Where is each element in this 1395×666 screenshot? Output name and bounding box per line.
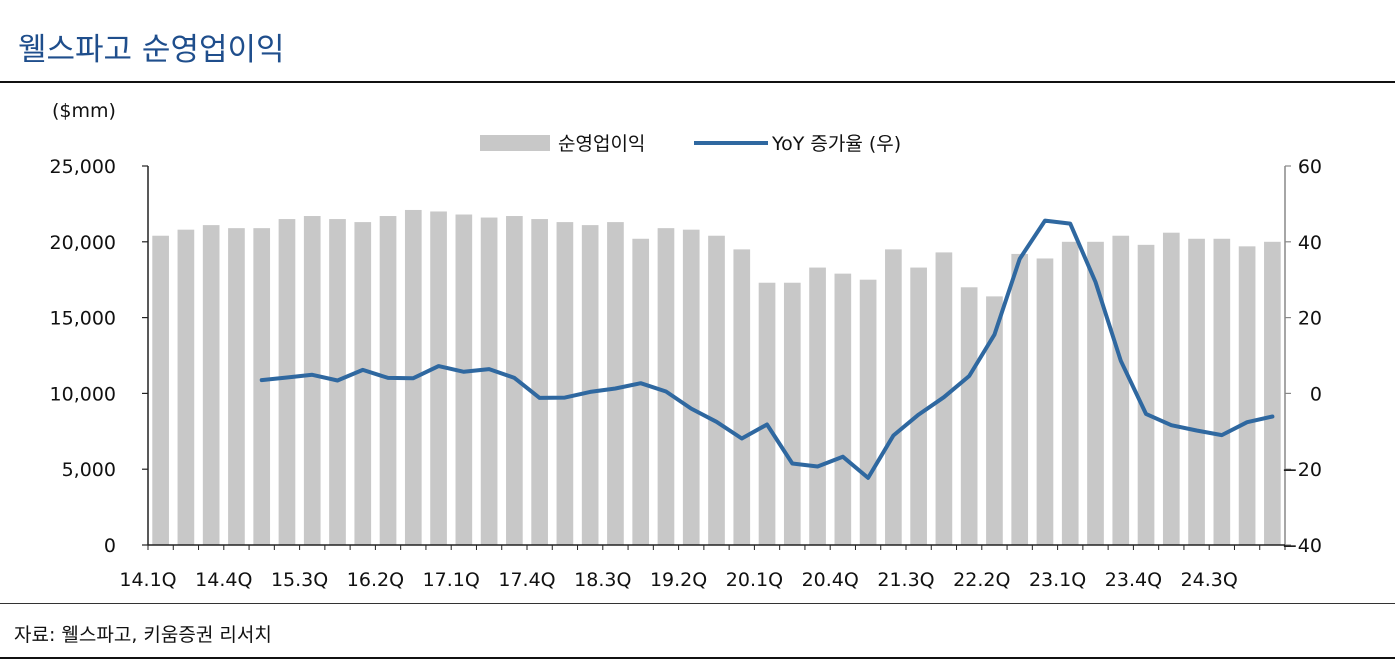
right-tick-label: −20 [1282,459,1322,481]
x-tick-label: 23.1Q [1029,569,1086,591]
x-tick-label: 21.3Q [877,569,934,591]
bar-20.2Q [783,282,801,545]
bar-22.1Q [960,287,978,545]
bar-24.3Q [1213,238,1231,545]
bar-16.1Q [354,222,372,546]
legend-label-bar: 순영업이익 [558,133,645,155]
bar-25.1Q [1264,241,1281,546]
title-divider [0,81,1395,83]
right-tick-label: 0 [1310,383,1322,405]
legend-swatch-bar [480,135,550,151]
yoy-line [259,218,1275,480]
bar-19.1Q [657,228,675,545]
left-tick-label: 5,000 [62,459,116,481]
bar-16.2Q [379,216,397,545]
right-tick-label: 40 [1298,232,1322,254]
bar-24.4Q [1238,246,1256,545]
bar-22.3Q [1011,253,1029,546]
x-tick-label: 20.1Q [726,569,783,591]
bar-series [152,209,1281,546]
bar-21.2Q [885,249,902,545]
bar-14.2Q [177,229,195,545]
left-tick-label: 10,000 [50,383,116,405]
left-tick-label: 0 [104,535,116,557]
bar-23.3Q [1112,235,1130,545]
left-tick-label: 25,000 [50,156,116,178]
bar-20.3Q [809,267,826,545]
x-tick-label: 17.1Q [423,569,480,591]
bar-21.1Q [859,279,877,545]
bar-19.2Q [682,229,700,545]
x-tick-label: 24.3Q [1181,569,1238,591]
x-tick-label: 20.4Q [802,569,859,591]
axes: 0 5,000 10,000 15,000 20,000 25,000 −40 −20 0 20 4… [50,156,1322,591]
bar-18.3Q [607,222,624,546]
bar-20.1Q [758,282,776,545]
x-tick-label: 17.4Q [498,569,555,591]
x-tick-label: 14.4Q [195,569,252,591]
bar-15.1Q [253,228,271,545]
bar-17.4Q [531,219,548,545]
bar-20.4Q [834,273,852,545]
bottom-divider [0,657,1395,659]
bar-16.4Q [430,211,447,546]
bar-23.1Q [1061,241,1079,546]
source-divider [0,603,1395,604]
bar-14.4Q [228,228,245,545]
bar-21.3Q [910,267,927,545]
bar-18.4Q [632,238,650,545]
legend-label-line: YoY 증가율 (우) [771,133,901,155]
bar-15.2Q [278,219,296,545]
bar-19.3Q [708,235,725,545]
bar-19.4Q [733,249,751,545]
bar-24.1Q [1162,232,1180,546]
bar-18.1Q [556,222,574,546]
left-tick-label: 15,000 [50,308,116,330]
right-tick-label: 20 [1298,308,1322,330]
bar-14.1Q [152,235,169,545]
page-title: 웰스파고 순영업이익 [18,32,285,68]
bar-23.2Q [1087,241,1104,546]
left-tick-label: 20,000 [50,232,116,254]
bar-15.3Q [303,216,321,545]
bar-22.4Q [1036,258,1054,545]
legend: 순영업이익 YoY 증가율 (우) [480,133,901,155]
bar-24.2Q [1188,238,1205,545]
bar-17.3Q [506,216,523,545]
x-tick-label: 22.2Q [953,569,1010,591]
source-note: 자료: 웰스파고, 키움증권 리서치 [14,624,272,646]
x-tick-label: 14.1Q [119,569,176,591]
x-tick-label: 19.2Q [650,569,707,591]
x-tick-label: 18.3Q [574,569,631,591]
x-tick-label: 15.3Q [271,569,328,591]
x-tick-label: 16.2Q [347,569,404,591]
bar-18.2Q [581,225,599,545]
x-tick-label: 23.4Q [1105,569,1162,591]
right-tick-label: 60 [1298,156,1322,178]
bar-14.3Q [202,225,220,545]
bar-17.2Q [480,217,498,545]
line-series [259,218,1275,480]
left-axis-unit-label: ($mm) [52,100,116,122]
bar-17.1Q [455,214,473,545]
bar-23.4Q [1137,244,1155,545]
right-tick-label: −40 [1282,535,1322,557]
bar-22.2Q [986,296,1003,545]
